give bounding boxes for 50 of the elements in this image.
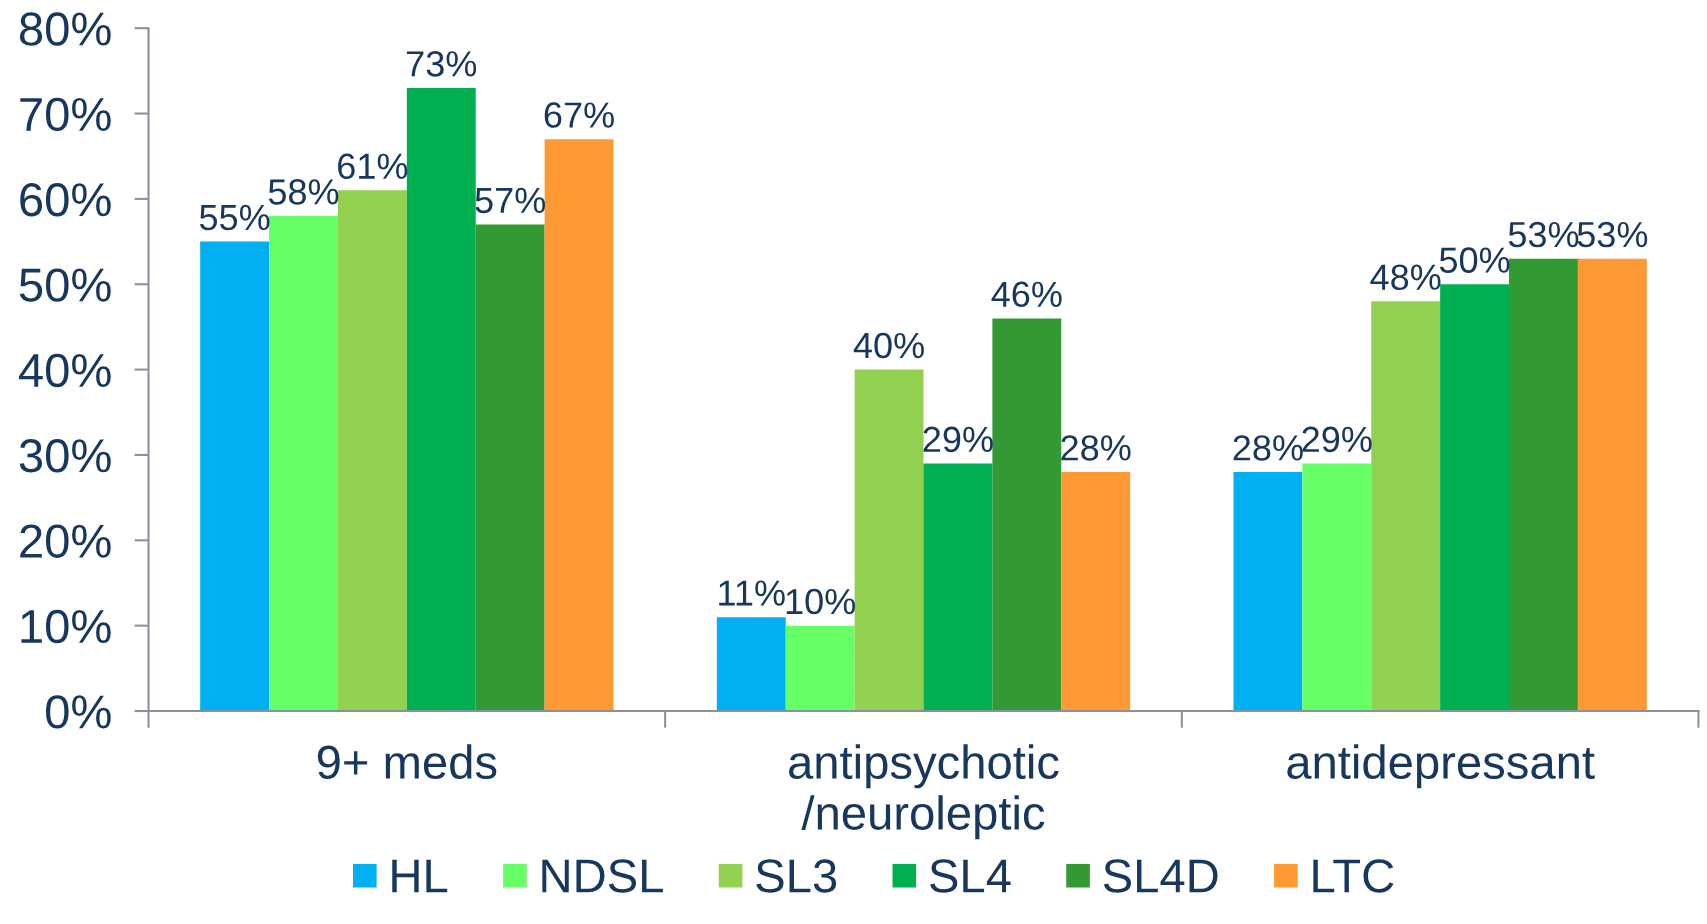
y-tick-label: 30% <box>19 439 111 473</box>
bar <box>785 625 855 712</box>
legend-label: SL4D <box>1103 859 1218 893</box>
bar <box>544 139 614 712</box>
data-label: 40% <box>853 332 924 359</box>
bar <box>1233 472 1303 712</box>
legend-label: LTC <box>1313 859 1394 893</box>
data-label: 11% <box>719 580 785 606</box>
y-tick-label: 20% <box>20 524 111 558</box>
legend-label: SL3 <box>756 859 837 893</box>
x-tick-label: antidepressant <box>1287 744 1595 789</box>
y-tick-label: 40% <box>18 353 111 388</box>
y-tick-label: 70% <box>20 97 111 132</box>
data-label: 28% <box>1233 435 1303 461</box>
y-tick-label: 10% <box>21 609 111 644</box>
legend-label: SL4 <box>930 859 1011 893</box>
data-label: 58% <box>268 179 339 205</box>
bar <box>1440 284 1510 712</box>
data-label: 10% <box>786 588 856 615</box>
y-tick-label: 50% <box>19 268 111 302</box>
legend-label: HL <box>392 859 448 893</box>
bar <box>475 224 545 712</box>
data-label: 28% <box>1061 435 1131 461</box>
y-tick-label: 60% <box>20 183 111 217</box>
bar <box>1371 301 1441 712</box>
bar <box>923 463 993 712</box>
y-tick-label: 0% <box>45 695 111 729</box>
x-tick-label: 9+ meds <box>317 744 497 780</box>
bar <box>854 369 924 712</box>
bar <box>1577 258 1647 712</box>
bar <box>337 190 407 712</box>
bar <box>406 87 476 712</box>
data-label: 46% <box>991 281 1062 308</box>
legend-label: NDSL <box>542 859 663 893</box>
data-label: 55% <box>199 204 270 231</box>
bar <box>1302 463 1372 712</box>
data-label: 48% <box>1370 264 1441 291</box>
bar <box>716 617 786 712</box>
data-label: 53% <box>1577 221 1648 248</box>
x-tick-label: antipsychotic /neuroleptic <box>789 744 1059 840</box>
bar <box>1509 258 1578 712</box>
data-label: 53% <box>1508 221 1579 248</box>
data-label: 67% <box>544 102 614 128</box>
data-label: 50% <box>1439 247 1510 273</box>
bar <box>269 215 338 712</box>
bar <box>992 318 1062 712</box>
data-label: 73% <box>406 51 477 77</box>
bar <box>200 241 270 712</box>
bar <box>1061 472 1131 712</box>
y-tick-label: 80% <box>19 12 111 46</box>
